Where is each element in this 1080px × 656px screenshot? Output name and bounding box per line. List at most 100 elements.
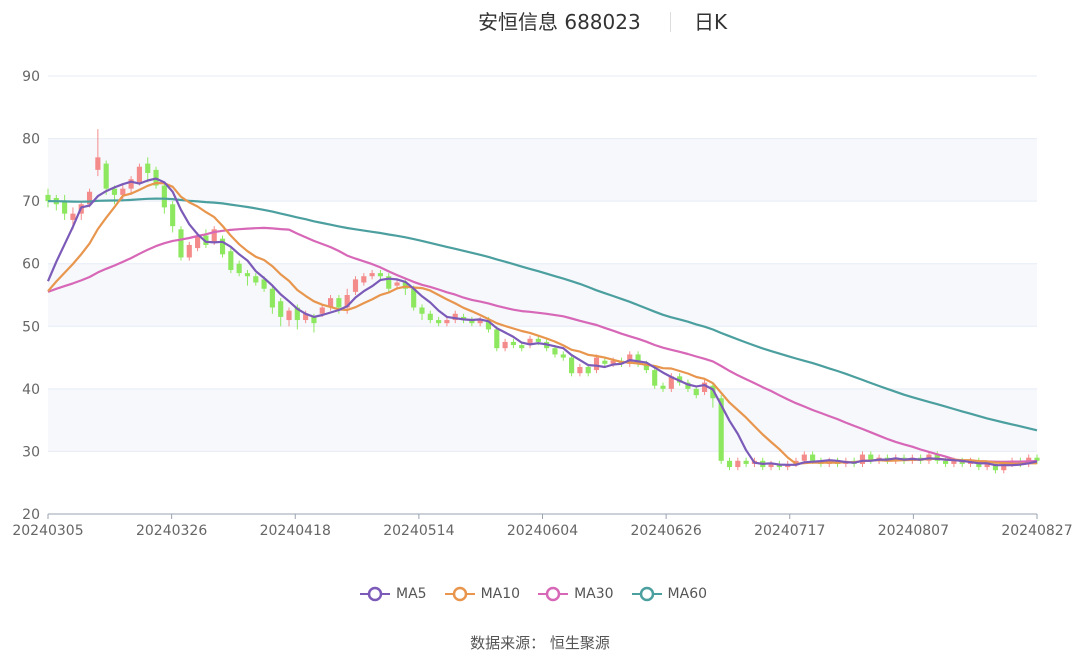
candle-body: [452, 313, 458, 321]
candle-body: [535, 338, 541, 342]
candle-body: [62, 201, 68, 214]
candle-body: [635, 354, 641, 364]
ma5-legend-icon: [360, 586, 390, 602]
candle-body: [785, 465, 791, 468]
ma5-line: [46, 177, 1038, 467]
candle-body: [278, 301, 284, 317]
x-tick-label: 20240305: [12, 523, 83, 539]
candle-body: [95, 157, 101, 170]
x-tick-label: 20240326: [136, 523, 207, 539]
x-axis: 20240305 20240326 20240418 20240514 20240604…: [12, 513, 1073, 539]
candle-body: [801, 454, 807, 461]
candle-body: [810, 454, 816, 461]
y-tick-label: 60: [22, 257, 40, 273]
ma30-legend-icon: [538, 586, 569, 602]
candle-body: [668, 376, 674, 389]
x-tick-label: 20240626: [630, 523, 701, 539]
legend-item-ma30[interactable]: MA30: [538, 586, 614, 602]
candle-body: [477, 320, 483, 324]
candle-body: [743, 460, 749, 464]
candle-body: [161, 185, 167, 208]
candle-body: [701, 382, 708, 392]
candle-body: [219, 238, 226, 255]
y-tick-label: 50: [22, 319, 40, 335]
candle-body: [128, 179, 134, 189]
candle-body: [286, 310, 292, 321]
grid-band: [48, 263, 1037, 327]
x-tick-label: 20240418: [260, 523, 331, 539]
candle-body: [352, 279, 359, 292]
candle-body: [710, 385, 716, 399]
ma10-legend-icon: [444, 586, 475, 602]
candle-body: [195, 235, 201, 249]
candle-body: [261, 279, 267, 289]
legend-label-ma60: MA60: [667, 586, 708, 602]
candle-body: [136, 166, 142, 183]
grid-band: [48, 138, 1037, 202]
legend-label-ma5: MA5: [396, 586, 427, 602]
candle-body: [411, 288, 417, 308]
candle-body: [718, 398, 724, 461]
title-separator: [670, 12, 671, 32]
candle-body: [211, 229, 217, 242]
candle-body: [269, 288, 275, 308]
candle-body: [984, 463, 990, 468]
candle-body: [951, 460, 957, 464]
candle-body: [427, 313, 433, 321]
candle-body: [685, 382, 691, 389]
y-tick-label: 90: [22, 69, 40, 85]
candle-body: [610, 360, 616, 364]
legend-label-ma10: MA10: [480, 586, 521, 602]
candle-body: [103, 163, 109, 189]
candle-body: [436, 320, 442, 324]
candle-body: [228, 251, 234, 270]
legend-label-ma30: MA30: [574, 586, 614, 602]
candle-body: [726, 460, 733, 468]
candle-body: [652, 370, 658, 386]
candle-body: [170, 204, 176, 227]
candle-body: [1001, 463, 1007, 471]
period-label[interactable]: 日K: [694, 10, 728, 34]
x-tick-label: 20240827: [1001, 523, 1072, 539]
x-tick-label: 20240807: [878, 523, 949, 539]
legend-item-ma60[interactable]: MA60: [631, 586, 708, 602]
candle-body: [444, 320, 450, 324]
legend-item-ma10[interactable]: MA10: [444, 586, 521, 602]
candle-body: [494, 329, 500, 349]
candle-body: [369, 273, 375, 277]
y-tick-label: 20: [22, 507, 40, 523]
legend-item-ma5[interactable]: MA5: [360, 586, 427, 602]
candle-body: [145, 163, 151, 173]
candle-body: [361, 276, 367, 283]
stock-name-code: 安恒信息 688023: [478, 10, 641, 34]
candle-body: [569, 357, 575, 374]
candle-body: [677, 376, 683, 383]
candle-body: [469, 320, 475, 324]
candle-body: [585, 366, 591, 374]
legend: MA5 MA10 MA30 MA60: [360, 583, 707, 605]
candle-body: [311, 316, 317, 324]
candle-body: [86, 191, 93, 205]
candlestick-chart: 20 30 40 50 60 70 80 90 20240305 20240326 2024041…: [12, 69, 1073, 539]
candle-body: [111, 188, 118, 195]
candle-body: [735, 460, 741, 468]
candle-body: [560, 354, 566, 358]
candle-body: [394, 282, 400, 286]
candle-body: [660, 385, 666, 389]
candle-body: [502, 341, 508, 349]
candle-body: [178, 229, 184, 258]
candle-body: [593, 357, 600, 371]
moving-average-lines: [46, 177, 1038, 467]
ma30-line: [47, 226, 1038, 463]
data-source: 数据来源： 恒生聚源: [470, 634, 610, 652]
chart-title: 安恒信息 688023 日K: [0, 6, 1080, 36]
candle-body: [203, 235, 209, 245]
candle-body: [70, 213, 76, 220]
candle-body: [244, 273, 251, 277]
candle-body: [768, 463, 774, 468]
ma60-line: [47, 197, 1038, 432]
candle-body: [859, 454, 866, 464]
candle-body: [419, 307, 425, 314]
y-tick-label: 70: [22, 194, 40, 210]
candle-body: [294, 307, 300, 321]
